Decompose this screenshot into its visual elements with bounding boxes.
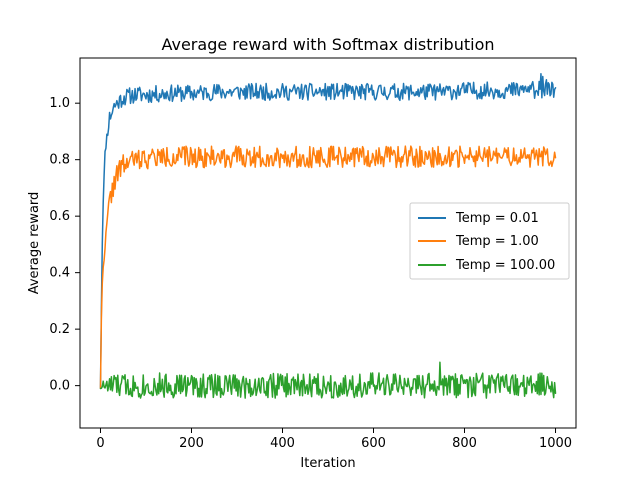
legend-label-temp-0-01: Temp = 0.01 [455,211,539,226]
series-line-temp-0-01 [99,72,557,389]
series-line-temp-100-00 [99,361,557,399]
y-tick-label: 0.2 [49,322,70,337]
x-tick-label: 400 [270,436,295,451]
axis-layer: 0 200 400 600 800 1000 0.0 0.2 0.4 0.6 0.8 1.0 [49,57,577,451]
series-layer [99,72,557,399]
y-tick-label: 1.0 [49,96,70,111]
y-tick-label: 0.6 [49,209,70,224]
x-tick-label: 0 [96,436,104,451]
x-tick-label: 800 [452,436,477,451]
plot-frame [79,57,577,429]
legend-label-temp-1-00: Temp = 1.00 [455,234,539,249]
legend: Temp = 0.01 Temp = 1.00 Temp = 100.00 [409,202,570,280]
legend-box [409,202,570,280]
y-tick-label: 0.0 [49,379,70,394]
series-line-temp-1-00 [99,145,557,389]
x-tick-label: 200 [179,436,204,451]
y-axis-title: Average reward [27,192,42,295]
y-tick-label: 0.4 [49,266,70,281]
x-axis-title: Iteration [300,456,355,471]
x-tick-label: 600 [361,436,386,451]
chart-title: Average reward with Softmax distribution [161,35,494,54]
x-tick-label: 1000 [539,436,572,451]
y-tick-label: 0.8 [49,153,70,168]
legend-label-temp-100-00: Temp = 100.00 [455,258,555,273]
